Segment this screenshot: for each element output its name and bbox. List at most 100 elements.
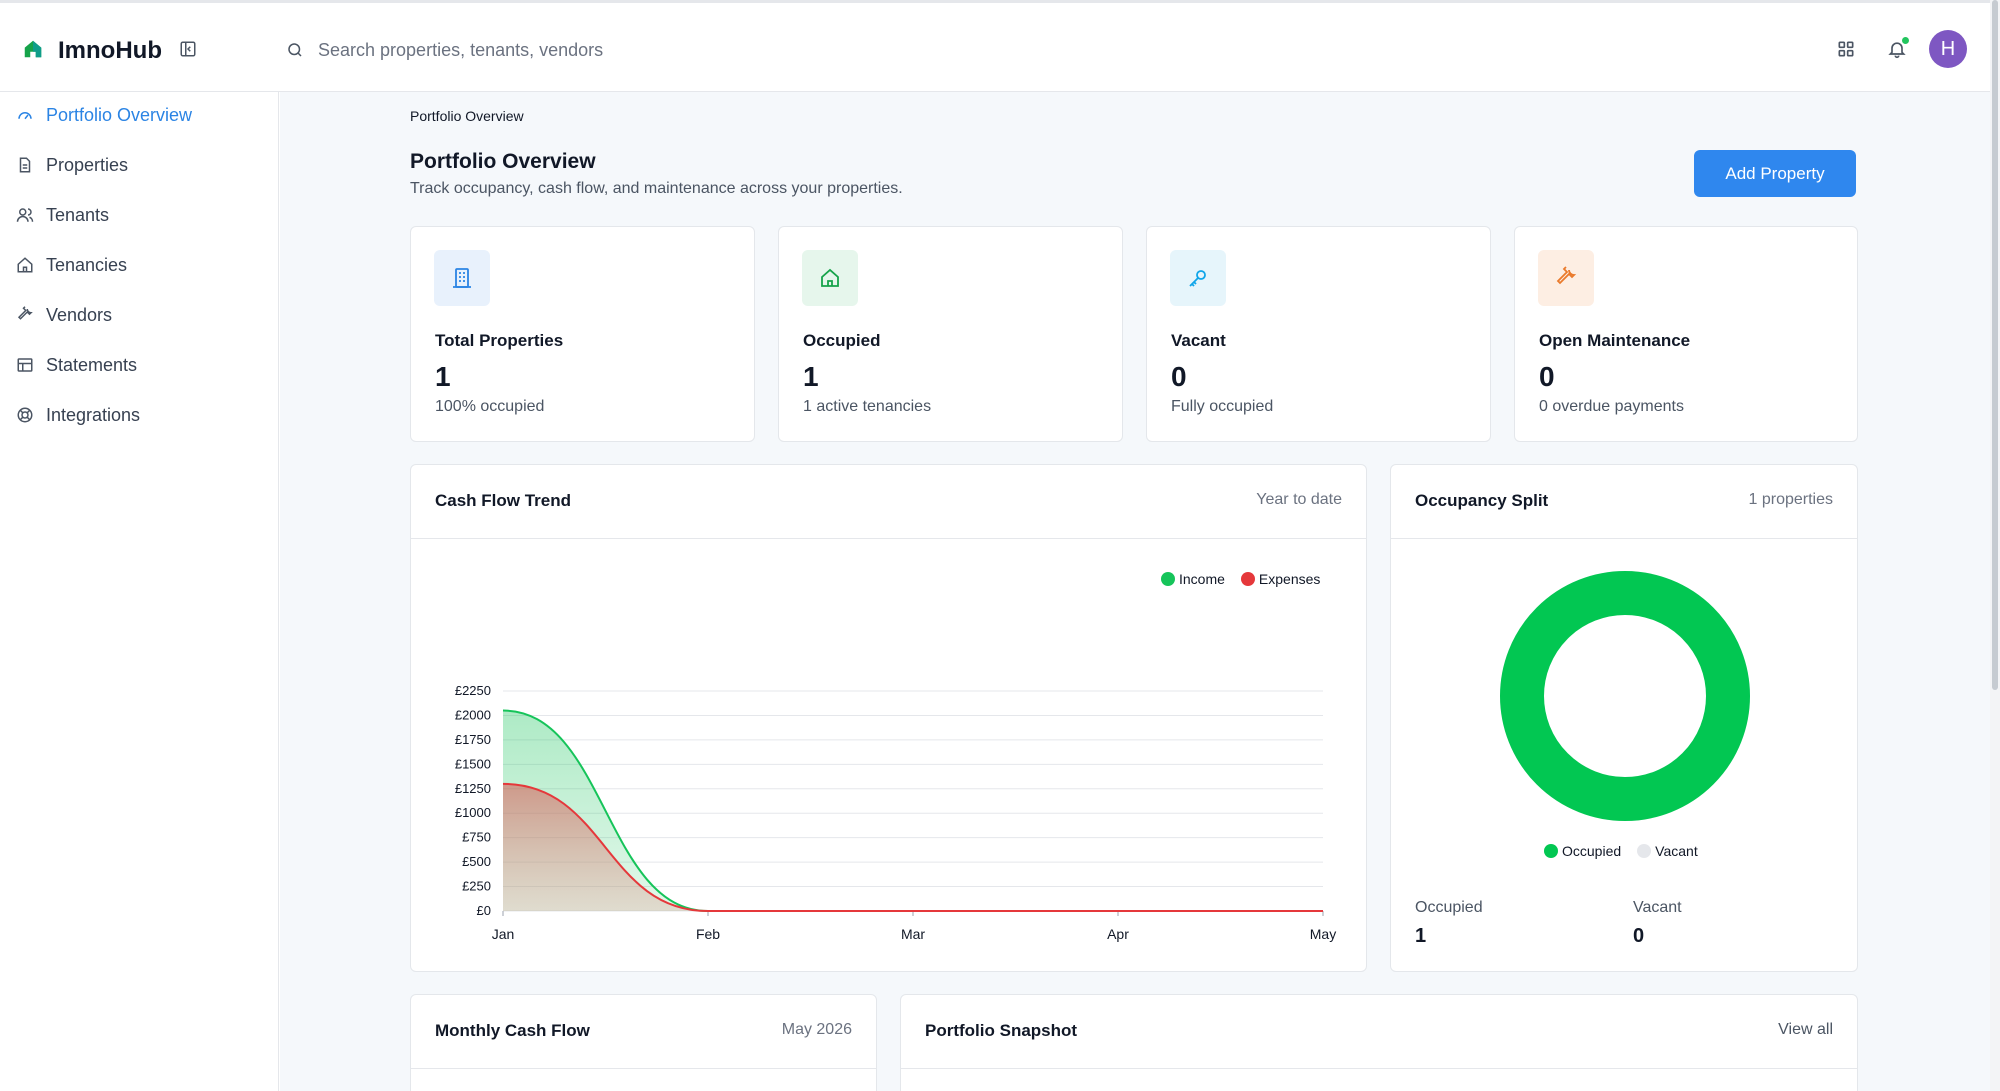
- legend-label: Income: [1179, 571, 1225, 587]
- panel-left-icon: [180, 41, 196, 57]
- legend-item-expenses[interactable]: Expenses: [1240, 571, 1321, 587]
- lifebuoy-icon: [17, 407, 33, 423]
- add-property-button[interactable]: Add Property: [1694, 150, 1856, 197]
- notification-dot: [1901, 36, 1910, 45]
- sidebar-item-tenancies[interactable]: Tenancies: [16, 250, 127, 280]
- search-bar: [286, 33, 886, 67]
- house-logo-icon: [22, 38, 44, 65]
- gauge-icon: [18, 112, 32, 120]
- y-tick-label: £1000: [455, 805, 491, 820]
- sidebar-item-label: Statements: [46, 354, 138, 375]
- divider: [411, 1068, 876, 1069]
- divider: [411, 538, 1366, 539]
- scrollbar[interactable]: [1990, 0, 2000, 1091]
- sidebar-item-tenants[interactable]: Tenants: [16, 200, 109, 230]
- search-input[interactable]: [318, 39, 858, 61]
- sidebar-item-label: Vendors: [46, 304, 113, 325]
- line-expenses: [502, 782, 1323, 913]
- app-logo[interactable]: ImnoHub: [22, 37, 162, 65]
- panel-title: Occupancy Split: [1415, 491, 1549, 510]
- table-icon: [17, 358, 33, 372]
- stat-label: Occupied: [803, 331, 881, 350]
- stat-card-total-properties[interactable]: Total Properties 1 100% occupied: [410, 226, 755, 442]
- stat-subtext: 1 active tenancies: [803, 398, 932, 415]
- stat-label: Open Maintenance: [1539, 331, 1691, 350]
- sidebar-item-label: Tenants: [46, 204, 110, 225]
- sidebar-item-integrations[interactable]: Integrations: [16, 400, 140, 430]
- stat-subtext: Fully occupied: [1171, 398, 1274, 415]
- sidebar-item-label: Portfolio Overview: [46, 104, 193, 125]
- stat-card-open-maintenance[interactable]: Open Maintenance 0 0 overdue payments: [1514, 226, 1858, 442]
- app-name: ImnoHub: [58, 37, 162, 64]
- page-subtitle: Track occupancy, cash flow, and maintena…: [410, 180, 903, 197]
- occupied-value: 1: [1415, 925, 1427, 947]
- cash-flow-card: Cash Flow Trend Year to date Income Expe…: [410, 464, 1367, 972]
- stat-label: Total Properties: [435, 331, 564, 350]
- users-icon: [16, 208, 34, 222]
- chart-legend: Income Expenses: [1161, 571, 1320, 587]
- page-title: Portfolio Overview: [410, 150, 596, 173]
- monthly-cash-flow-card: Monthly Cash Flow May 2026: [410, 994, 877, 1091]
- stat-value: 1: [803, 361, 819, 392]
- panel-period: Year to date: [1256, 491, 1342, 508]
- y-tick-label: £1500: [455, 756, 491, 771]
- wrench-icon: [17, 306, 33, 320]
- legend-label: Vacant: [1655, 843, 1698, 859]
- y-tick-label: £500: [462, 854, 491, 869]
- x-tick-label: Feb: [696, 926, 720, 942]
- panel-title: Monthly Cash Flow: [435, 1021, 590, 1040]
- stat-subtext: 100% occupied: [435, 398, 545, 415]
- home-icon: [17, 257, 33, 273]
- stat-subtext: 0 overdue payments: [1539, 398, 1684, 415]
- wrench-icon: [1538, 250, 1594, 306]
- y-tick-label: £1750: [455, 732, 491, 747]
- grid-icon: [1838, 41, 1854, 57]
- apps-grid-button[interactable]: [1832, 35, 1860, 63]
- stat-value: 1: [435, 361, 451, 392]
- panel-period: May 2026: [781, 1021, 852, 1038]
- sidebar-item-portfolio-overview[interactable]: Portfolio Overview: [16, 100, 192, 130]
- stat-card-occupied[interactable]: Occupied 1 1 active tenancies: [778, 226, 1123, 442]
- stat-value: 0: [1539, 361, 1555, 392]
- occupancy-donut-chart: [1500, 571, 1750, 821]
- donut-slice-occupied[interactable]: [1500, 571, 1750, 821]
- key-icon: [1170, 250, 1226, 306]
- y-tick-label: £1250: [455, 781, 491, 796]
- panel-title: Portfolio Snapshot: [925, 1021, 1078, 1040]
- area-expenses: [503, 783, 1323, 911]
- divider: [1391, 538, 1857, 539]
- top-bar: ImnoHub H: [0, 0, 1990, 92]
- donut-legend: Occupied Vacant: [1544, 843, 1698, 859]
- legend-item-vacant[interactable]: Vacant: [1637, 843, 1698, 859]
- legend-label: Expenses: [1258, 571, 1321, 587]
- main-content: Portfolio Overview Portfolio Overview Tr…: [280, 92, 1990, 1091]
- search-icon: [288, 43, 302, 57]
- sidebar: Portfolio Overview Properties Tenants Te…: [0, 92, 279, 1091]
- occupancy-card: Occupancy Split 1 properties Occupied Va…: [1390, 464, 1858, 972]
- panel-meta: 1 properties: [1748, 491, 1834, 508]
- x-tick-label: May: [1310, 926, 1336, 942]
- x-tick-label: Jan: [492, 926, 515, 942]
- y-tick-label: £2250: [455, 683, 491, 698]
- sidebar-item-statements[interactable]: Statements: [16, 350, 137, 380]
- stat-card-vacant[interactable]: Vacant 0 Fully occupied: [1146, 226, 1491, 442]
- legend-item-income[interactable]: Income: [1161, 571, 1225, 587]
- y-tick-label: £2000: [455, 707, 491, 722]
- legend-item-occupied[interactable]: Occupied: [1544, 843, 1621, 859]
- stat-value: 0: [1171, 361, 1187, 392]
- panel-title: Cash Flow Trend: [435, 491, 572, 510]
- document-icon: [19, 157, 31, 173]
- view-all-link[interactable]: View all: [1778, 1021, 1833, 1038]
- divider: [901, 1068, 1857, 1069]
- sidebar-item-vendors[interactable]: Vendors: [16, 300, 112, 330]
- avatar[interactable]: H: [1929, 30, 1967, 68]
- sidebar-item-label: Properties: [46, 154, 129, 175]
- scrollbar-thumb[interactable]: [1992, 0, 1998, 690]
- vacant-value: 0: [1633, 925, 1645, 947]
- breadcrumb: Portfolio Overview: [410, 108, 524, 124]
- notifications-button[interactable]: [1883, 35, 1911, 63]
- x-tick-label: Mar: [901, 926, 925, 942]
- building-icon: [434, 250, 490, 306]
- sidebar-toggle-button[interactable]: [176, 37, 200, 61]
- sidebar-item-properties[interactable]: Properties: [16, 150, 128, 180]
